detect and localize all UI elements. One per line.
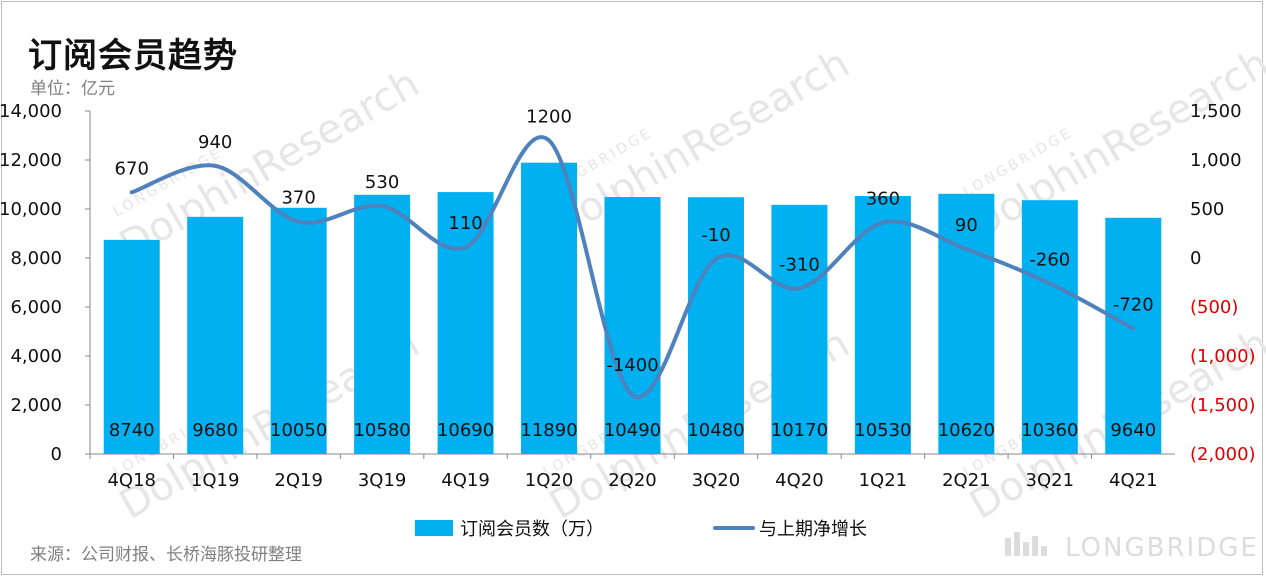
y2-tick-label: (1,000) bbox=[1190, 346, 1256, 367]
x-tick-label: 4Q19 bbox=[441, 470, 490, 491]
x-tick-label: 4Q20 bbox=[775, 470, 824, 491]
line-value-label: -260 bbox=[1029, 249, 1070, 270]
bar bbox=[604, 196, 661, 454]
y-tick-label: 10,000 bbox=[0, 199, 62, 220]
bar bbox=[103, 239, 160, 454]
bar-value-label: 9640 bbox=[1110, 420, 1156, 441]
y2-tick-label: 1,500 bbox=[1190, 101, 1242, 122]
bar-value-label: 11890 bbox=[520, 420, 577, 441]
unit-label: 单位：亿元 bbox=[30, 79, 115, 99]
bar-value-label: 9680 bbox=[192, 420, 238, 441]
bar bbox=[1105, 217, 1162, 454]
y2-tick-label: 500 bbox=[1190, 199, 1224, 220]
line-value-label: 370 bbox=[281, 188, 315, 209]
brand-text: LONGBRIDGE bbox=[1065, 533, 1259, 563]
x-tick-label: 2Q20 bbox=[608, 470, 657, 491]
x-tick-label: 3Q19 bbox=[358, 470, 407, 491]
line-value-label: -1400 bbox=[606, 355, 658, 376]
data-labels: 8740 9680 10050 10580 10690 11890 10490 10480 10… bbox=[109, 106, 1156, 441]
bar-value-label: 10360 bbox=[1021, 420, 1078, 441]
line-series bbox=[129, 135, 1136, 400]
y2-tick-label: 1,000 bbox=[1190, 150, 1242, 171]
bar bbox=[270, 207, 327, 454]
x-tick-label: 3Q21 bbox=[1026, 470, 1075, 491]
x-tick-label: 4Q21 bbox=[1109, 470, 1158, 491]
bar-value-label: 10480 bbox=[687, 420, 744, 441]
legend-label-bars: 订阅会员数（万） bbox=[460, 519, 604, 540]
bar-value-label: 10490 bbox=[604, 420, 661, 441]
bar bbox=[354, 194, 411, 455]
line-value-label: 110 bbox=[448, 213, 482, 234]
bar-series bbox=[103, 162, 1162, 455]
x-tick-label: 3Q20 bbox=[692, 470, 741, 491]
bar-value-label: 10620 bbox=[938, 420, 995, 441]
line-value-label: 90 bbox=[955, 215, 978, 236]
x-tick-label: 4Q18 bbox=[107, 470, 156, 491]
y-tick-label: 2,000 bbox=[10, 395, 62, 416]
longbridge-logo: LONGBRIDGE bbox=[1005, 532, 1259, 563]
y-tick-label: 12,000 bbox=[0, 150, 62, 171]
x-tick-label: 2Q19 bbox=[274, 470, 323, 491]
x-tick-label: 2Q21 bbox=[942, 470, 991, 491]
x-tick-label: 1Q19 bbox=[191, 470, 240, 491]
line-value-label: 530 bbox=[365, 172, 399, 193]
bar-value-label: 10170 bbox=[771, 420, 828, 441]
bar bbox=[521, 162, 578, 454]
legend-swatch-bars bbox=[415, 520, 453, 536]
bar bbox=[687, 197, 744, 455]
line-value-label: -10 bbox=[701, 225, 730, 246]
line-value-label: -310 bbox=[779, 254, 820, 275]
line-value-label: 670 bbox=[115, 158, 149, 179]
y-tick-label: 14,000 bbox=[0, 101, 62, 122]
bar bbox=[1021, 200, 1078, 454]
bar bbox=[187, 216, 244, 454]
y2-tick-label: (500) bbox=[1190, 297, 1238, 318]
x-tick-label: 1Q20 bbox=[525, 470, 574, 491]
line-value-label: 1200 bbox=[526, 106, 572, 127]
y-tick-label: 6,000 bbox=[10, 297, 62, 318]
line-value-label: 360 bbox=[866, 189, 900, 210]
legend: 订阅会员数（万） 与上期净增长 bbox=[415, 519, 867, 540]
legend-label-line: 与上期净增长 bbox=[759, 519, 867, 540]
bar bbox=[938, 193, 995, 454]
y-tick-label: 8,000 bbox=[10, 248, 62, 269]
y-tick-label: 4,000 bbox=[10, 346, 62, 367]
net-growth-line bbox=[129, 135, 1136, 400]
bar-value-label: 10580 bbox=[353, 420, 410, 441]
bar bbox=[437, 192, 494, 454]
chart-title: 订阅会员趋势 bbox=[28, 36, 238, 76]
x-tick-label: 1Q21 bbox=[859, 470, 908, 491]
bar bbox=[854, 196, 911, 454]
y2-tick-label: (1,500) bbox=[1190, 395, 1256, 416]
bar bbox=[771, 204, 828, 454]
bar-value-label: 8740 bbox=[109, 420, 155, 441]
bar-value-label: 10050 bbox=[270, 420, 327, 441]
y-tick-label: 0 bbox=[51, 444, 62, 465]
source-note: 来源：公司财报、长桥海豚投研整理 bbox=[30, 545, 302, 565]
bar-value-label: 10530 bbox=[854, 420, 911, 441]
line-value-label: 940 bbox=[198, 132, 232, 153]
bar-value-label: 10690 bbox=[437, 420, 494, 441]
y2-tick-label: 0 bbox=[1190, 248, 1201, 269]
y2-tick-label: (2,000) bbox=[1190, 444, 1256, 465]
line-value-label: -720 bbox=[1113, 295, 1154, 316]
